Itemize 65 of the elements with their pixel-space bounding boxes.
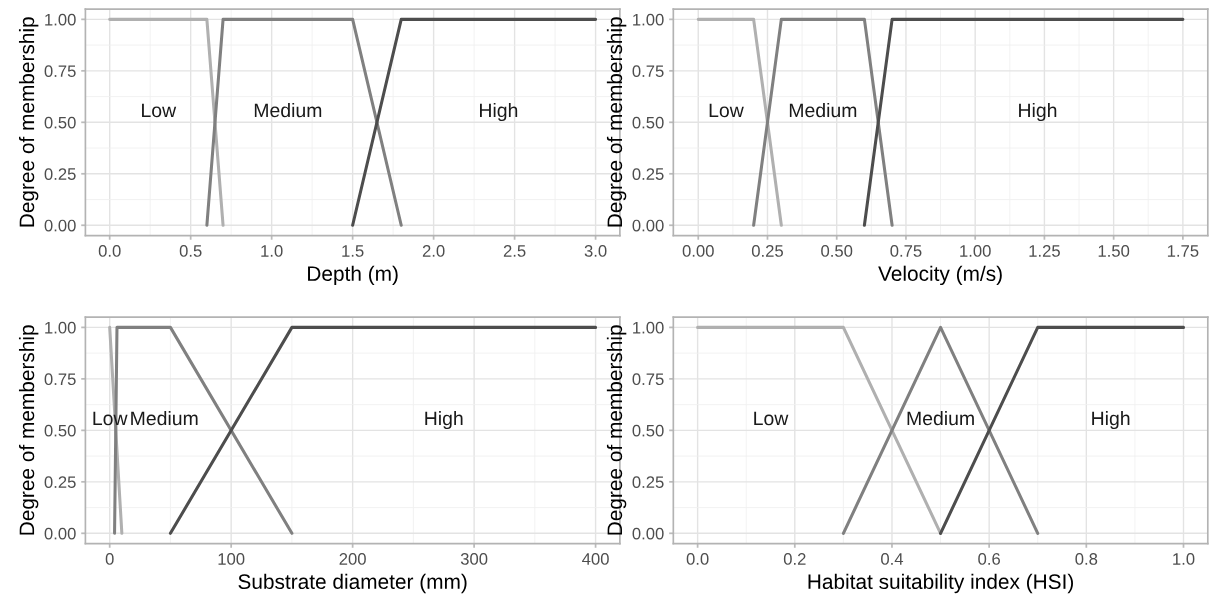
y-tick-label: 0.50 [44, 116, 76, 129]
y-tick-label: 0.25 [632, 168, 664, 180]
y-axis-title: Degree of membership [18, 17, 39, 227]
x-tick-label: 0.75 [890, 245, 922, 257]
x-tick-label: 300 [460, 553, 488, 565]
x-tick-label: 0.2 [783, 553, 806, 565]
annotation: Medium [789, 102, 857, 118]
x-tick-label: 0.25 [751, 245, 783, 257]
y-tick-label: 0.75 [44, 373, 76, 386]
annotation: High [1092, 410, 1130, 430]
annotation: High [1019, 102, 1057, 122]
x-tick-label: 0.4 [881, 553, 904, 565]
y-tick-label: 0.00 [632, 219, 664, 232]
annotation: Medium [131, 410, 198, 426]
x-axis-title: Habitat suitability index (HSI) [808, 573, 1074, 594]
y-tick-label: 0.25 [632, 476, 664, 489]
annotation: Low [142, 103, 177, 118]
y-tick-label: 0.00 [632, 527, 664, 540]
y-tick-label: 0.75 [632, 373, 664, 386]
y-tick-label: 0.00 [44, 219, 76, 232]
y-tick-label: 1.00 [45, 321, 76, 334]
x-axis-title: Substrate diameter (mm) [238, 573, 467, 594]
annotation: High [425, 410, 463, 430]
x-axis-title: Velocity (m/s) [878, 265, 1002, 286]
x-tick-label: 400 [582, 553, 609, 565]
x-tick-label: 100 [218, 553, 245, 565]
x-tick-label: 1.0 [261, 245, 283, 257]
x-tick-label: 1.75 [1167, 245, 1199, 257]
y-tick-label: 0.25 [44, 168, 76, 180]
x-tick-label: 1.00 [960, 245, 991, 257]
x-tick-label: 1.50 [1098, 245, 1130, 257]
annotation: Medium [907, 410, 974, 426]
x-tick-label: 0.50 [821, 245, 853, 257]
x-tick-label: 0.5 [179, 245, 202, 257]
x-tick-label: 0.8 [1075, 553, 1098, 565]
x-tick-label: 1.5 [342, 245, 364, 257]
annotation: Medium [254, 102, 322, 118]
x-tick-label: 2.5 [503, 245, 526, 257]
y-axis-title: Degree of membership [606, 17, 627, 227]
x-tick-label: 200 [339, 553, 366, 565]
y-tick-label: 0.50 [44, 424, 76, 437]
x-tick-label: 0.00 [682, 245, 714, 257]
y-tick-label: 0.75 [44, 65, 76, 78]
y-axis-title: Degree of membership [18, 325, 39, 535]
y-tick-label: 0.50 [632, 116, 664, 129]
x-tick-label: 1.25 [1029, 245, 1060, 257]
annotation: High [480, 102, 518, 122]
x-tick-label: 3.0 [584, 245, 607, 257]
x-tick-label: 1.0 [1173, 553, 1195, 565]
x-tick-label: 2.0 [422, 245, 445, 257]
y-tick-label: 0.50 [632, 424, 664, 437]
y-tick-label: 1.00 [45, 13, 76, 26]
y-axis-title: Degree of membership [606, 325, 627, 535]
annotation: Low [754, 411, 789, 426]
x-tick-label: 0.6 [978, 553, 1000, 565]
y-tick-label: 0.75 [632, 65, 664, 78]
y-tick-label: 1.00 [633, 321, 664, 334]
y-tick-label: 0.00 [44, 527, 76, 540]
x-tick-label: 0.0 [98, 245, 121, 257]
x-tick-label: 0.0 [686, 553, 709, 565]
y-tick-label: 0.25 [44, 476, 76, 489]
x-axis-title: Depth (m) [308, 265, 398, 286]
y-tick-label: 1.00 [633, 13, 664, 26]
annotation: Low [709, 103, 744, 118]
x-tick-label: 0 [105, 553, 114, 565]
